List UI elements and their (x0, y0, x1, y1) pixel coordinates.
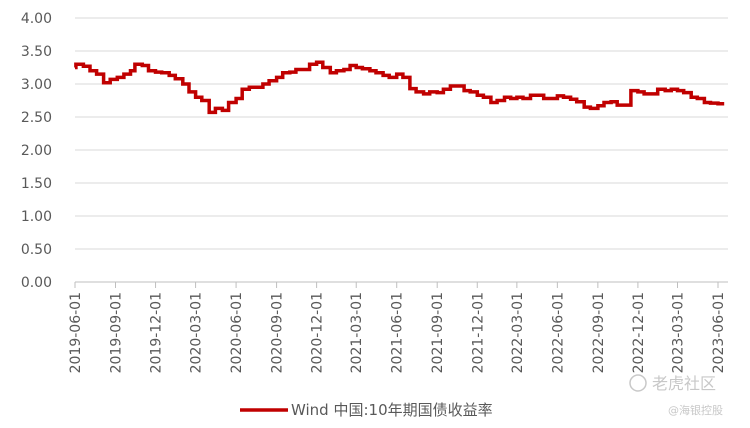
watermark-logo-icon (629, 374, 647, 392)
watermark: 老虎社区 @海银控股 (629, 374, 723, 417)
x-tick-label: 2019-09-01 (108, 292, 124, 373)
y-tick-label: 0.50 (21, 242, 52, 258)
x-tick-label: 2021-12-01 (470, 292, 486, 373)
x-tick-label: 2022-12-01 (631, 292, 647, 373)
x-axis-tick-labels: 2019-06-01 2019-09-01 2019-12-01 2020-03-01… (68, 292, 727, 373)
x-tick-label: 2021-09-01 (430, 292, 446, 373)
x-tick-label: 2020-12-01 (310, 292, 326, 373)
x-tick-label: 2019-06-01 (68, 292, 84, 373)
y-tick-label: 1.00 (21, 209, 52, 225)
y-tick-label: 2.50 (21, 110, 52, 126)
y-tick-label: 3.00 (21, 77, 52, 93)
watermark-text: 老虎社区 (652, 374, 716, 393)
x-tick-label: 2021-03-01 (349, 292, 365, 373)
x-tick-label: 2022-09-01 (591, 292, 607, 373)
y-axis-tick-labels: 0.00 0.50 1.00 1.50 2.00 2.50 3.00 3.50 4.00 (21, 11, 52, 291)
x-tick-label: 2019-12-01 (149, 292, 165, 373)
x-tick-label: 2023-03-01 (671, 292, 687, 373)
x-tick-label: 2022-03-01 (510, 292, 526, 373)
y-tick-label: 3.50 (21, 44, 52, 60)
watermark-subtext: @海银控股 (668, 403, 723, 417)
gridlines (75, 17, 728, 250)
x-tick-label: 2021-06-01 (390, 292, 406, 373)
series-line (74, 60, 725, 115)
x-axis-tick-marks (74, 282, 719, 288)
y-tick-label: 4.00 (21, 11, 52, 27)
x-tick-label: 2023-06-01 (711, 292, 727, 373)
x-tick-label: 2022-06-01 (550, 292, 566, 373)
series-group (74, 60, 725, 115)
x-tick-label: 2020-09-01 (270, 292, 286, 373)
x-tick-label: 2020-06-01 (229, 292, 245, 373)
x-tick-label: 2020-03-01 (189, 292, 205, 373)
y-tick-label: 0.00 (21, 275, 52, 291)
y-tick-label: 2.00 (21, 143, 52, 159)
legend-label: Wind 中国:10年期国债收益率 (291, 401, 493, 419)
y-tick-label: 1.50 (21, 176, 52, 192)
legend: Wind 中国:10年期国债收益率 (240, 401, 493, 419)
